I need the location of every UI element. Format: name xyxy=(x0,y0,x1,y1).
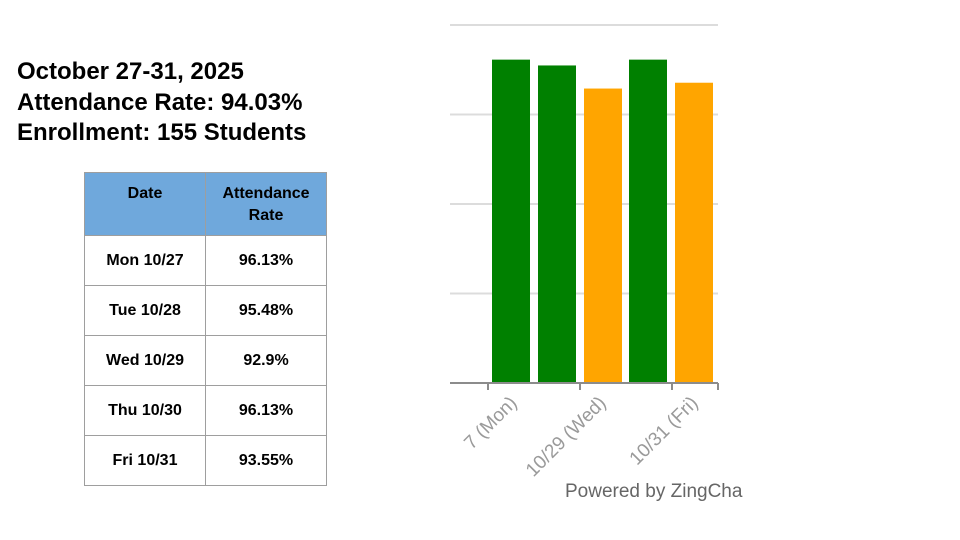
enrollment-summary: Enrollment: 155 Students xyxy=(17,119,307,146)
cell-date: Wed 10/29 xyxy=(84,335,206,386)
table-row: Fri 10/31 93.55% xyxy=(84,435,327,486)
cell-rate: 93.55% xyxy=(205,435,327,486)
cell-rate: 95.48% xyxy=(205,285,327,336)
cell-date: Tue 10/28 xyxy=(84,285,206,336)
cell-rate: 92.9% xyxy=(205,335,327,386)
cell-date: Fri 10/31 xyxy=(84,435,206,486)
x-tick-label: 7 (Mon) xyxy=(460,393,521,454)
table-row: Tue 10/28 95.48% xyxy=(84,285,327,336)
date-range: October 27-31, 2025 xyxy=(17,58,244,85)
x-tick-label: 10/29 (Wed) xyxy=(522,393,611,482)
cell-date: Thu 10/30 xyxy=(84,385,206,436)
chart-bars xyxy=(492,59,713,384)
bar-10-28[interactable] xyxy=(538,65,576,383)
table-row: Mon 10/27 96.13% xyxy=(84,235,327,286)
column-header-date: Date xyxy=(84,172,206,236)
summary-heading: October 27-31, 2025 Attendance Rate: 94.… xyxy=(17,57,306,149)
cell-rate: 96.13% xyxy=(205,235,327,286)
bar-10-30[interactable] xyxy=(629,59,667,383)
table-row: Wed 10/29 92.9% xyxy=(84,335,327,386)
bar-10-29[interactable] xyxy=(584,88,622,384)
attendance-bar-chart: 7 (Mon) 10/29 (Wed) 10/31 (Fri) Powered by… xyxy=(450,24,743,502)
attendance-rate-summary: Attendance Rate: 94.03% xyxy=(17,88,303,116)
cell-date: Mon 10/27 xyxy=(84,235,206,286)
bar-10-31[interactable] xyxy=(675,82,713,383)
table-header-row: Date Attendance Rate xyxy=(84,172,327,236)
chart-tick-labels: 7 (Mon) 10/29 (Wed) 10/31 (Fri) xyxy=(460,393,702,482)
table-row: Thu 10/30 96.13% xyxy=(84,385,327,436)
attendance-table: Date Attendance Rate Mon 10/27 96.13% Tue… xyxy=(84,172,327,486)
column-header-rate: Attendance Rate xyxy=(205,172,327,236)
chart-credit: Powered by ZingCha xyxy=(565,481,743,502)
cell-rate: 96.13% xyxy=(205,385,327,436)
x-tick-label: 10/31 (Fri) xyxy=(626,393,703,470)
bar-10-27[interactable] xyxy=(492,59,530,383)
chart-axis xyxy=(450,382,719,390)
